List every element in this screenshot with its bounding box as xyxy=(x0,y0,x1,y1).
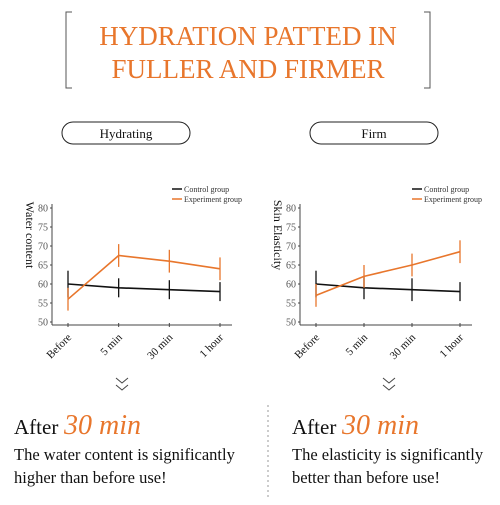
bracket-right xyxy=(424,11,431,89)
series-line xyxy=(315,250,461,297)
x-tick-label: 1 hour xyxy=(438,331,467,360)
y-tick-label: 65 xyxy=(286,261,296,272)
x-tick-label: 5 min xyxy=(98,331,125,358)
y-tick-label: 80 xyxy=(286,204,296,215)
caption-line: better than before use! xyxy=(292,468,440,487)
bracket-left xyxy=(65,11,72,89)
x-tick-label: Before xyxy=(292,332,322,362)
chevron xyxy=(115,377,129,391)
legend-label: Control group xyxy=(424,185,469,194)
x-tick-label: 30 min xyxy=(145,331,176,362)
y-tick-label: 70 xyxy=(286,242,296,253)
y-tick-label: 60 xyxy=(286,280,296,291)
pill xyxy=(309,121,439,145)
caption-prefix: After xyxy=(14,415,58,439)
chart-label: Firm xyxy=(361,126,386,141)
chart-label: Hydrating xyxy=(100,126,153,141)
caption-highlight: 30 min xyxy=(341,410,419,441)
x-tick-label: 1 hour xyxy=(198,331,227,360)
y-axis-label: Skin Elasticity xyxy=(271,200,285,270)
y-tick-label: 75 xyxy=(38,223,48,234)
legend-label: Experiment group xyxy=(424,195,482,204)
x-tick-label: 30 min xyxy=(388,331,419,362)
y-tick-label: 75 xyxy=(286,223,296,234)
legend-label: Control group xyxy=(184,185,229,194)
pill xyxy=(61,121,191,145)
title-line: HYDRATION PATTED IN xyxy=(99,21,397,51)
y-tick-label: 50 xyxy=(38,318,48,329)
caption-highlight: 30 min xyxy=(63,410,141,441)
caption-line: The water content is significantly xyxy=(14,445,236,464)
x-tick-label: Before xyxy=(44,332,74,362)
series-line xyxy=(67,254,221,300)
caption-prefix: After xyxy=(292,415,336,439)
y-tick-label: 55 xyxy=(38,299,48,310)
title-line: FULLER AND FIRMER xyxy=(111,54,384,84)
y-tick-label: 70 xyxy=(38,242,48,253)
y-tick-label: 55 xyxy=(286,299,296,310)
y-tick-label: 80 xyxy=(38,204,48,215)
series-line xyxy=(315,283,461,293)
y-tick-label: 65 xyxy=(38,261,48,272)
x-tick-label: 5 min xyxy=(344,331,371,358)
y-tick-label: 50 xyxy=(286,318,296,329)
y-axis-label: Water content xyxy=(23,202,37,269)
caption-line: The elasticity is significantly xyxy=(292,445,484,464)
chevron xyxy=(382,377,396,391)
series-line xyxy=(67,283,221,293)
legend-label: Experiment group xyxy=(184,195,242,204)
y-tick-label: 60 xyxy=(38,280,48,291)
caption-line: higher than before use! xyxy=(14,468,167,487)
